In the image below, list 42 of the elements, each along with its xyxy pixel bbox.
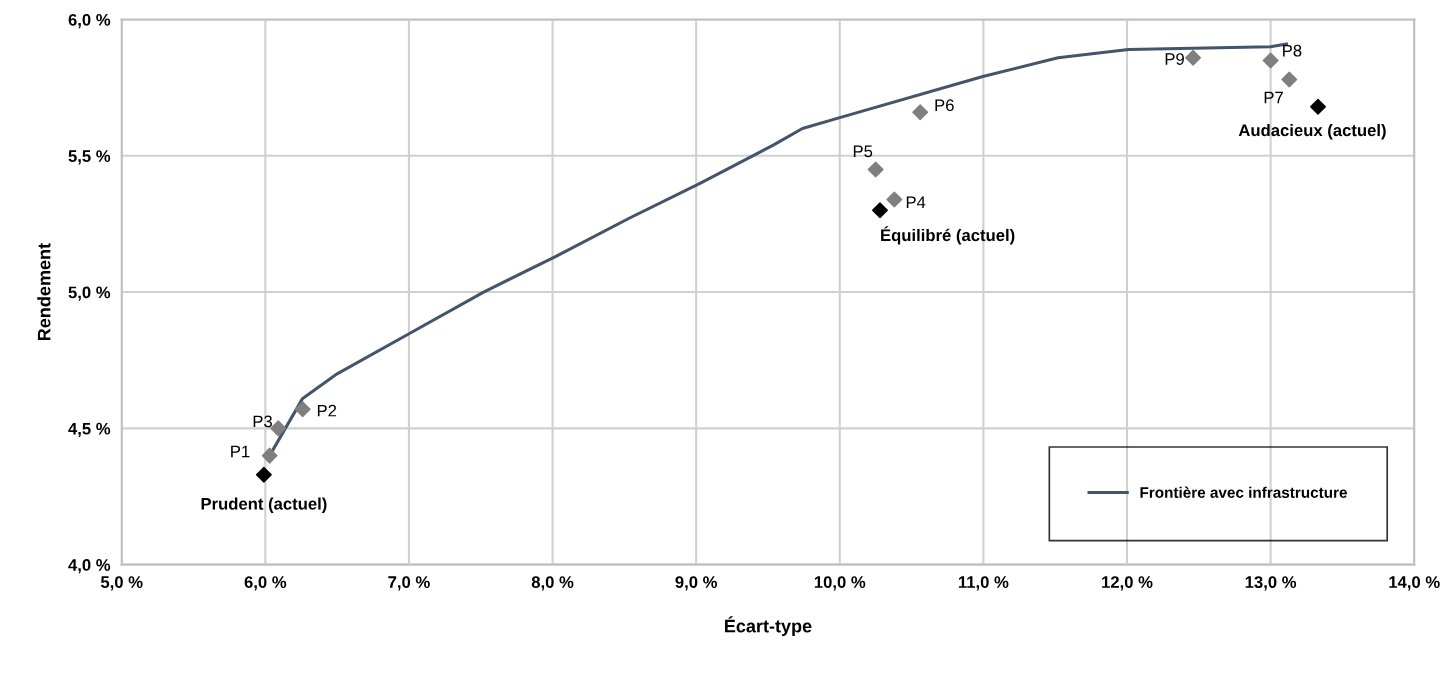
annotation: P8 xyxy=(1283,44,1302,57)
y-tick-label: 6,0 % xyxy=(68,13,111,29)
annotation: Prudent (actuel) xyxy=(201,497,327,514)
x-tick-label: 5,0 % xyxy=(100,576,143,591)
x-tick-label: 13,0 % xyxy=(1245,576,1297,591)
y-axis-title: Rendement xyxy=(37,243,51,341)
point xyxy=(872,202,888,219)
y-tick-label: 5,5 % xyxy=(68,150,111,165)
y-tick-label: 4,0 % xyxy=(68,559,111,574)
annotation: Audacieux (actuel) xyxy=(1238,123,1386,140)
point xyxy=(1185,49,1202,66)
x-tick-label: 12,0 % xyxy=(1102,576,1153,591)
annotation: Équilibré (actuel) xyxy=(881,226,1015,245)
point xyxy=(867,161,884,178)
y-tick-label: 4,5 % xyxy=(68,422,111,437)
x-tick-label: 10,0 % xyxy=(814,576,866,591)
annotation: P1 xyxy=(231,445,250,458)
x-tick-label: 7,0 % xyxy=(388,576,430,591)
x-tick-label: 6,0 % xyxy=(244,576,287,591)
point xyxy=(261,447,278,464)
point xyxy=(294,401,311,418)
point xyxy=(1310,98,1326,115)
x-tick-label: 9,0 % xyxy=(675,576,718,591)
annotation: P2 xyxy=(317,404,337,417)
point xyxy=(912,104,929,121)
point xyxy=(1262,52,1279,69)
annotation: P5 xyxy=(853,145,873,158)
x-axis-title: Écart-type xyxy=(725,616,812,637)
point xyxy=(886,191,903,208)
y-tick-label: 5,0 % xyxy=(68,286,111,301)
annotation: P6 xyxy=(935,99,954,112)
x-tick-label: 8,0 % xyxy=(531,576,574,591)
annotation: P3 xyxy=(253,415,272,428)
x-tick-label: 11,0 % xyxy=(958,576,1009,591)
annotation: P4 xyxy=(906,196,926,208)
legend-label: Frontière avec infrastructure xyxy=(1140,486,1347,498)
point xyxy=(255,466,272,483)
point xyxy=(270,420,287,437)
annotation: P9 xyxy=(1165,53,1184,65)
annotation: P7 xyxy=(1264,91,1283,104)
x-tick-label: 14,0 % xyxy=(1389,576,1440,591)
point xyxy=(1281,71,1298,88)
